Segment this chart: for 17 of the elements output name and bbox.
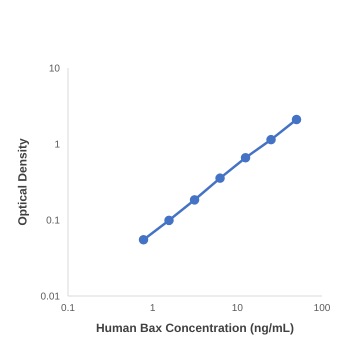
- point: [190, 195, 200, 205]
- y-tick-label: 0.1: [46, 216, 60, 227]
- point: [138, 234, 148, 244]
- y-tick-label: 0.01: [40, 292, 60, 303]
- point: [240, 152, 250, 162]
- point: [164, 216, 174, 226]
- x-tick-label: 100: [314, 303, 331, 314]
- x-axis-title: Human Bax Concentration (ng/mL): [96, 321, 294, 335]
- x-tick-label: 10: [232, 303, 244, 314]
- y-tick-label: 10: [48, 64, 60, 75]
- point: [266, 134, 276, 144]
- point: [215, 173, 225, 183]
- y-tick-label: 1: [54, 140, 60, 151]
- y-axis-title: Optical Density: [15, 138, 30, 226]
- x-tick-label: 1: [150, 303, 156, 314]
- x-tick-label: 0.1: [61, 303, 76, 314]
- point: [292, 114, 302, 124]
